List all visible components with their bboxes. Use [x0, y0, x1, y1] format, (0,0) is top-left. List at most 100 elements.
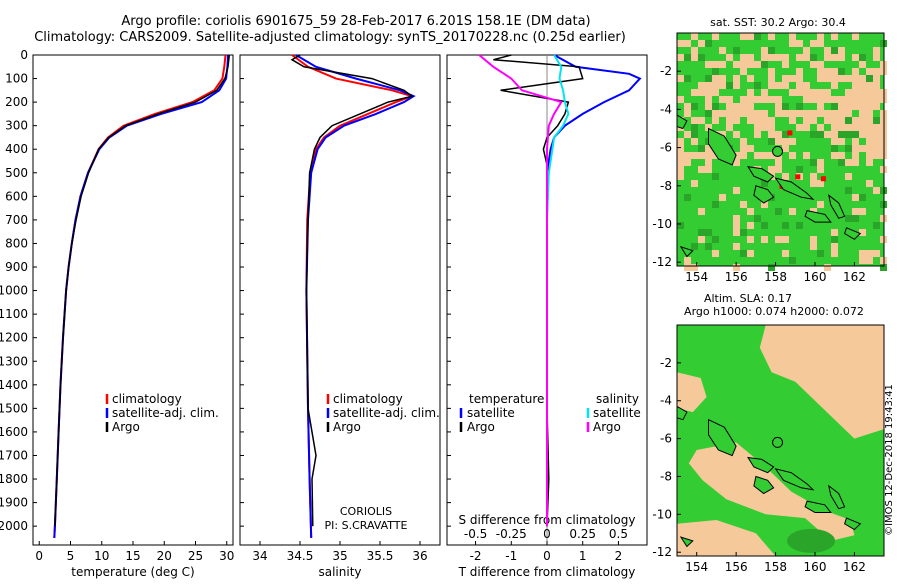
sst-cell [845, 75, 852, 82]
altim-lon-ticklabel-2: 158 [764, 560, 787, 574]
temperature-x-ticklabel-3: 15 [125, 549, 140, 563]
sst-cell [719, 110, 726, 117]
sst-cell [719, 75, 726, 82]
sst-cell [831, 243, 838, 250]
sst-cell [768, 96, 775, 103]
sst-cell [817, 75, 824, 82]
sst-cell [852, 131, 859, 138]
sst-cell [733, 82, 740, 89]
sst-cell [768, 124, 775, 131]
sst-cell [852, 138, 859, 145]
sst-cell [691, 180, 698, 187]
sst-cell [775, 131, 782, 138]
sst-cell [691, 243, 698, 250]
sst-cell [824, 131, 831, 138]
tdiff-ticklabel-1: -1 [505, 549, 517, 563]
sst-cell [775, 138, 782, 145]
tdiff-ticklabel-3: 1 [579, 549, 587, 563]
temperature-x-ticklabel-6: 30 [219, 549, 234, 563]
sst-cell [698, 40, 705, 47]
sst-cell [712, 173, 719, 180]
sst-cell [768, 166, 775, 173]
altim-lat-ticklabel-2: -6 [660, 432, 672, 446]
sst-cell [866, 96, 873, 103]
depth-ticklabel-20: 2000 [0, 519, 28, 533]
sst-cell [852, 124, 859, 131]
sst-cell [726, 110, 733, 117]
sst-cell [845, 103, 852, 110]
sst-cell [684, 110, 691, 117]
sst-cell [873, 138, 880, 145]
sst-cell [726, 103, 733, 110]
sst-cell [719, 47, 726, 54]
sst-cell [866, 110, 873, 117]
altim-dark-patch [787, 528, 836, 553]
sst-cell [831, 33, 838, 40]
imos-credit: ©IMOS 12-Dec-2018 19:43:41 [884, 384, 895, 536]
sst-cell [838, 138, 845, 145]
sst-cell [824, 110, 831, 117]
sst-cell [691, 103, 698, 110]
depth-ticklabel-6: 600 [5, 189, 28, 203]
sst-cell [789, 138, 796, 145]
sst-lon-ticklabel-0: 154 [685, 270, 708, 284]
sst-cell [705, 145, 712, 152]
sst-cell [677, 222, 684, 229]
sst-cell [859, 124, 866, 131]
sst-cell [775, 208, 782, 215]
sst-cell [782, 250, 789, 257]
sst-lat-ticklabel-4: -10 [652, 217, 672, 231]
sst-cell [796, 110, 803, 117]
sst-cell [733, 47, 740, 54]
sst-cell [852, 145, 859, 152]
sst-cell [684, 194, 691, 201]
sst-cell [782, 82, 789, 89]
island-new-georgia [753, 185, 775, 204]
sst-cell [859, 229, 866, 236]
sst-cell [831, 103, 838, 110]
sst-cell [852, 194, 859, 201]
sst-cell [712, 201, 719, 208]
sst-hot-pixel [787, 130, 793, 136]
sst-cell [740, 68, 747, 75]
sst-cell [845, 110, 852, 117]
sst-cell [810, 131, 817, 138]
sst-cell [684, 40, 691, 47]
sst-cell [873, 250, 880, 257]
altim-lat-ticklabel-5: -12 [652, 545, 672, 559]
sst-cell [705, 159, 712, 166]
sst-cell [831, 131, 838, 138]
sst-cell [838, 110, 845, 117]
tdiff-satellite-line [546, 54, 642, 527]
sst-cell [810, 54, 817, 61]
sst-cell [733, 222, 740, 229]
sst-cell [677, 96, 684, 103]
sst-cell [754, 152, 761, 159]
sdiff-legend-title: salinity [596, 392, 639, 406]
sst-cell [726, 82, 733, 89]
sst-cell [845, 89, 852, 96]
salinity-x-ticklabel-0: 34 [252, 549, 267, 563]
sst-cell [866, 117, 873, 124]
sst-cell [859, 194, 866, 201]
sst-cell [705, 61, 712, 68]
sst-cell [866, 103, 873, 110]
sst-cell [754, 117, 761, 124]
sst-cell [747, 33, 754, 40]
island-malaita [828, 194, 846, 219]
sst-cell [740, 61, 747, 68]
sst-cell [775, 103, 782, 110]
sst-lon-ticklabel-4: 162 [843, 270, 866, 284]
sst-cell [691, 124, 698, 131]
sst-cell [733, 75, 740, 82]
tdiff-legend-title: temperature [469, 392, 544, 406]
sst-cell [845, 124, 852, 131]
sst-cell [852, 208, 859, 215]
sst-cell [768, 54, 775, 61]
sst-cell [698, 82, 705, 89]
sst-cell [859, 75, 866, 82]
temperature-climatology-line [53, 54, 227, 538]
sst-cell [768, 47, 775, 54]
sst-cell [761, 61, 768, 68]
sst-cell [761, 110, 768, 117]
